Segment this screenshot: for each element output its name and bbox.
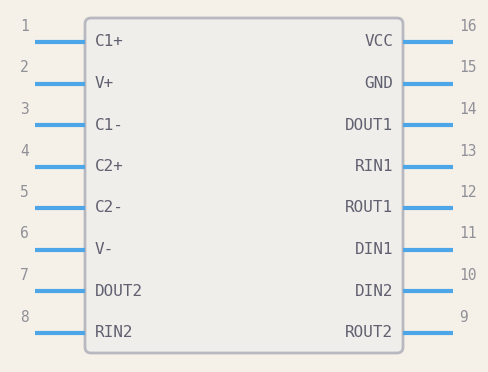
Text: DIN1: DIN1 — [354, 242, 393, 257]
Text: 8: 8 — [20, 310, 29, 324]
Text: 11: 11 — [459, 227, 476, 241]
Text: ROUT1: ROUT1 — [345, 201, 393, 215]
Text: 4: 4 — [20, 144, 29, 158]
Text: ROUT2: ROUT2 — [345, 325, 393, 340]
Text: RIN2: RIN2 — [95, 325, 134, 340]
Text: 13: 13 — [459, 144, 476, 158]
Text: 3: 3 — [20, 102, 29, 117]
FancyBboxPatch shape — [85, 18, 403, 353]
Text: 9: 9 — [459, 310, 468, 324]
Text: V+: V+ — [95, 76, 114, 91]
Text: C1+: C1+ — [95, 35, 124, 49]
Text: C2-: C2- — [95, 201, 124, 215]
Text: 1: 1 — [20, 19, 29, 34]
Text: VCC: VCC — [364, 35, 393, 49]
Text: DOUT1: DOUT1 — [345, 118, 393, 132]
Text: C2+: C2+ — [95, 159, 124, 174]
Text: 12: 12 — [459, 185, 476, 200]
Text: RIN1: RIN1 — [354, 159, 393, 174]
Text: GND: GND — [364, 76, 393, 91]
Text: 10: 10 — [459, 268, 476, 283]
Text: DIN2: DIN2 — [354, 283, 393, 298]
Text: 15: 15 — [459, 61, 476, 76]
Text: 14: 14 — [459, 102, 476, 117]
Text: C1-: C1- — [95, 118, 124, 132]
Text: 7: 7 — [20, 268, 29, 283]
Text: 16: 16 — [459, 19, 476, 34]
Text: DOUT2: DOUT2 — [95, 283, 143, 298]
Text: 6: 6 — [20, 227, 29, 241]
Text: 5: 5 — [20, 185, 29, 200]
Text: 2: 2 — [20, 61, 29, 76]
Text: V-: V- — [95, 242, 114, 257]
